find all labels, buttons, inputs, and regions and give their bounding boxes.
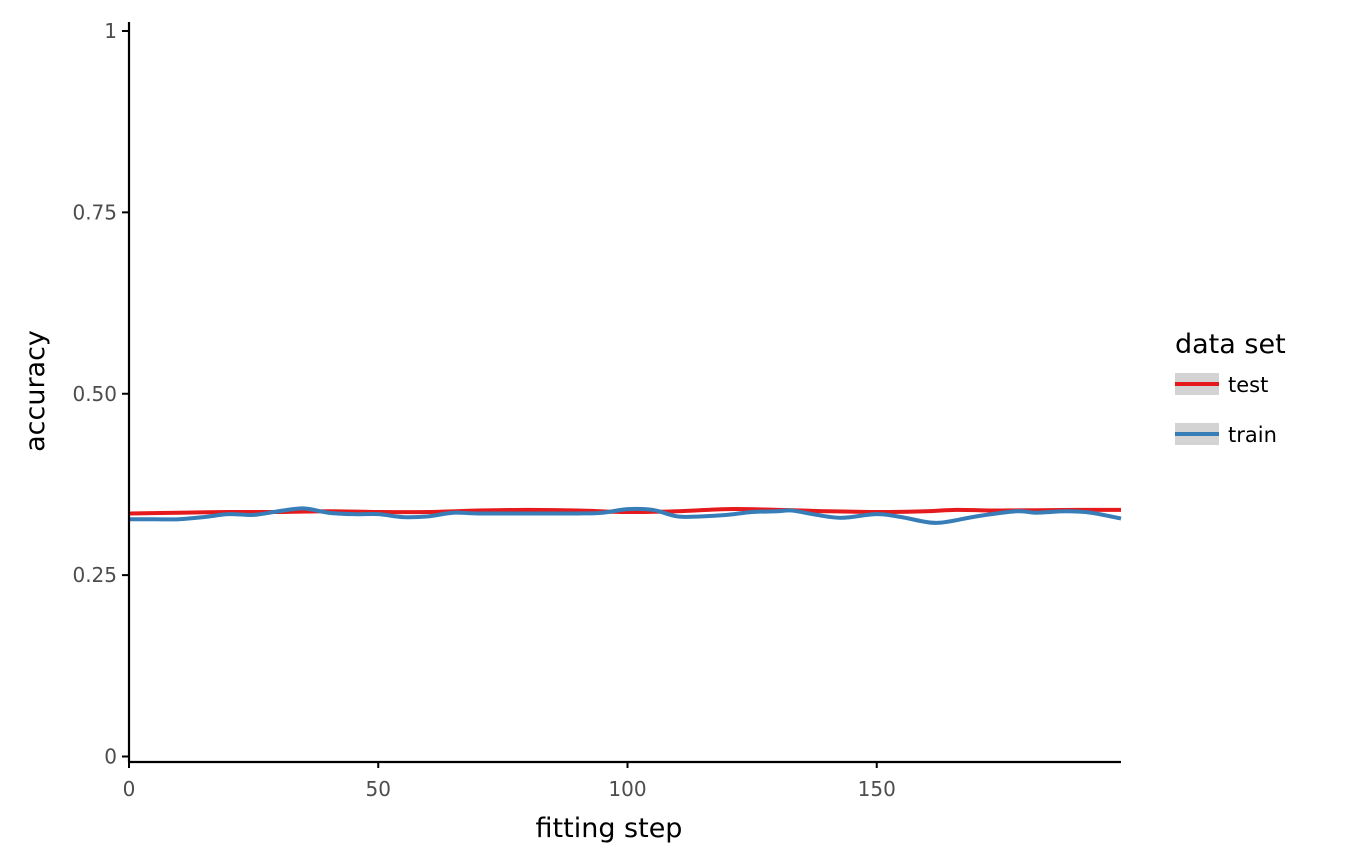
x-axis-ticks: 0 50 100 150 — [123, 762, 896, 801]
x-tick-label: 50 — [366, 777, 391, 801]
x-axis-title: fitting step — [536, 813, 683, 844]
y-tick-label: 0.50 — [72, 382, 117, 406]
legend-items: test train — [1175, 373, 1277, 447]
legend-label: train — [1228, 423, 1277, 447]
legend-label: test — [1228, 373, 1268, 397]
legend-item-train: train — [1175, 423, 1277, 447]
y-tick-label: 0 — [104, 745, 117, 769]
series-line-train — [129, 506, 1122, 525]
y-tick-label: 0.25 — [72, 563, 117, 587]
y-axis-title: accuracy — [20, 330, 51, 452]
legend-item-test: test — [1175, 373, 1268, 397]
legend-title: data set — [1175, 329, 1286, 360]
y-axis-ticks: 0 0.25 0.50 0.75 1 — [72, 19, 129, 769]
y-tick-label: 0.75 — [72, 200, 117, 224]
y-tick-label: 1 — [104, 19, 117, 43]
axes: 0 50 100 150 0 0.25 0.50 0.75 1 — [72, 19, 1121, 801]
series-line-test — [128, 507, 1122, 516]
x-tick-label: 100 — [608, 777, 646, 801]
x-tick-label: 150 — [858, 777, 896, 801]
plot-area — [128, 506, 1122, 525]
legend: data set test train — [1175, 329, 1286, 447]
x-tick-label: 0 — [123, 777, 136, 801]
